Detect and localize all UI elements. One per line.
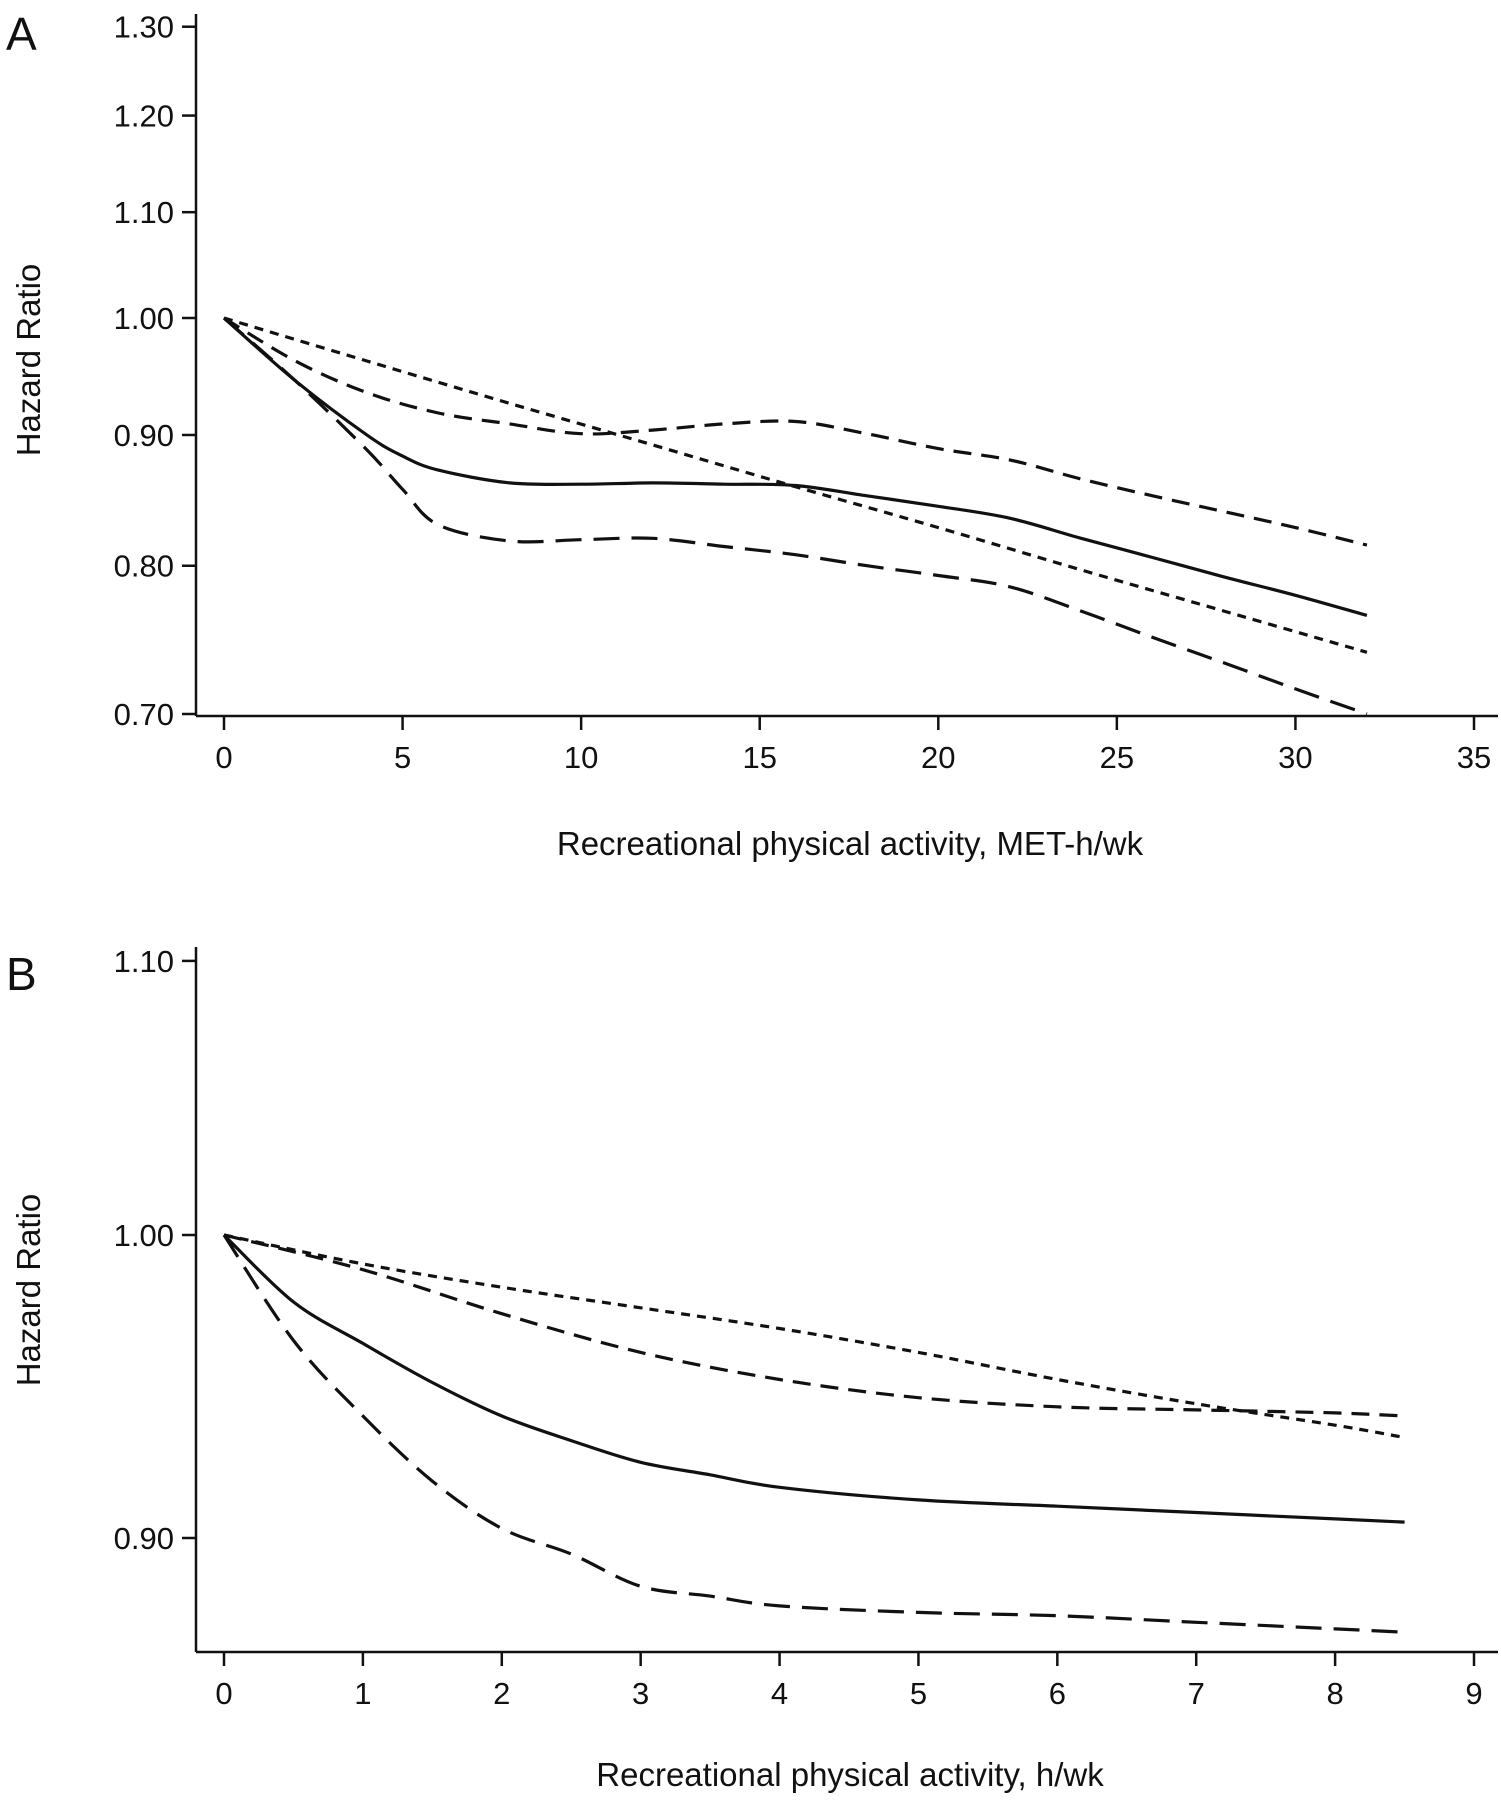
panel-a-x-tick-label: 35	[1457, 740, 1491, 775]
panel-a-y-tick-label: 1.10	[114, 195, 174, 230]
panel-a-x-tick-label: 5	[394, 740, 411, 775]
panel-b-x-tick-label: 7	[1188, 1676, 1205, 1711]
panel-b-x-tick-label: 2	[493, 1676, 510, 1711]
panel-a: A 0.70 0.80 0.90 1.00 1.10 1.20 1.30 0 5 10 15 20 25…	[6, 8, 1498, 862]
panel-b-y-axis-title: Hazard Ratio	[10, 1194, 47, 1387]
panel-a-series-short-dash-line	[223, 316, 1368, 654]
panel-b-y-tick-label: 0.90	[114, 1521, 174, 1556]
panel-a-y-tick-label: 0.90	[114, 418, 174, 453]
panel-b: B 0.90 1.00 1.10 0 1 2 3 4 5 6 7 8 9 Recreational ph…	[6, 944, 1498, 1793]
panel-a-y-tick-label: 1.30	[114, 10, 174, 45]
panel-a-series-dash-line	[223, 316, 1368, 547]
panel-b-x-axis-title: Recreational physical activity, h/wk	[596, 1756, 1104, 1793]
panel-a-y-axis-title: Hazard Ratio	[10, 264, 47, 457]
panel-a-x-tick-label: 30	[1278, 740, 1312, 775]
panel-a-y-tick-label: 0.80	[114, 549, 174, 584]
panel-b-label: B	[6, 948, 37, 1000]
panel-b-x-tick-label: 8	[1326, 1676, 1343, 1711]
panel-a-x-tick-label: 15	[742, 740, 776, 775]
panel-a-y-tick-label: 1.20	[114, 99, 174, 134]
panel-b-y-tick-label: 1.00	[114, 1218, 174, 1253]
panel-a-y-tick-label: 0.70	[114, 697, 174, 732]
panel-b-x-tick-label: 3	[632, 1676, 649, 1711]
panel-a-x-tick-label: 0	[215, 740, 232, 775]
panel-b-x-tick-label: 1	[354, 1676, 371, 1711]
panel-b-x-tick-label: 0	[215, 1676, 232, 1711]
panel-a-x-tick-label: 10	[564, 740, 598, 775]
panel-a-y-tick-label: 1.00	[114, 301, 174, 336]
panel-b-x-tick-label: 5	[910, 1676, 927, 1711]
panel-b-series-long-dash-line	[222, 1234, 1405, 1634]
panel-b-x-tick-label: 4	[771, 1676, 788, 1711]
panel-b-series-dash-line	[223, 1233, 1405, 1418]
panel-b-x-tick-label: 9	[1465, 1676, 1482, 1711]
panel-a-label: A	[6, 8, 37, 60]
panel-a-series-long-dash-line	[222, 316, 1368, 716]
panel-b-series-solid-line	[222, 1233, 1405, 1524]
panel-b-y-tick-label: 1.10	[114, 944, 174, 979]
panel-a-x-tick-label: 20	[921, 740, 955, 775]
panel-b-series-short-dash-line	[223, 1233, 1405, 1440]
panel-a-x-axis-title: Recreational physical activity, MET-h/wk	[557, 825, 1144, 862]
panel-b-x-tick-label: 6	[1049, 1676, 1066, 1711]
panel-a-x-tick-label: 25	[1100, 740, 1134, 775]
panel-a-series-solid-line	[222, 316, 1368, 617]
